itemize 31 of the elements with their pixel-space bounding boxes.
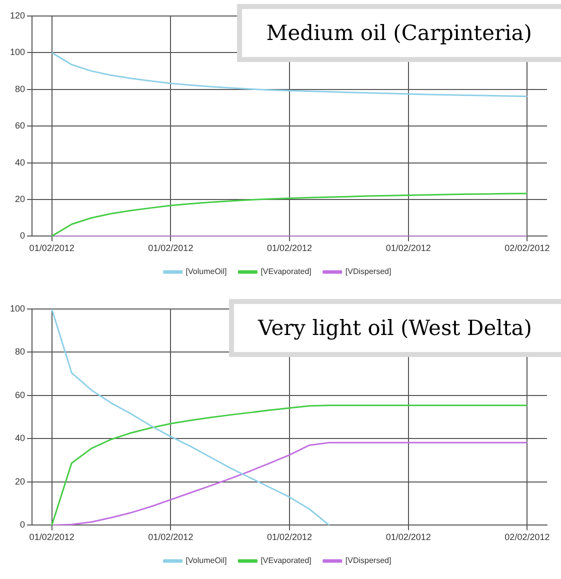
x-tick-label: 01/02/2012 xyxy=(148,243,194,254)
x-tick-label: 01/02/2012 xyxy=(29,243,74,254)
x-tick-label: 02/02/2012 xyxy=(504,243,550,254)
y-tick-label: 40 xyxy=(15,157,26,168)
x-tick-label: 01/02/2012 xyxy=(29,532,74,542)
y-tick-label: 80 xyxy=(15,346,26,357)
y-tick-label: 20 xyxy=(15,476,26,486)
y-tick-label: 20 xyxy=(15,194,26,204)
y-tick-label: 100 xyxy=(10,303,26,314)
legend-label: [VEvaporated] xyxy=(260,267,312,276)
y-tick-label: 0 xyxy=(20,520,26,530)
x-tick-label: 01/02/2012 xyxy=(386,532,431,542)
chart-title: Very light oil (West Delta) xyxy=(228,299,561,357)
y-tick-label: 120 xyxy=(10,10,26,20)
legend-label: [VDispersed] xyxy=(345,267,392,276)
y-tick-label: 60 xyxy=(15,390,26,400)
x-tick-label: 01/02/2012 xyxy=(148,532,194,542)
y-tick-label: 40 xyxy=(15,433,26,444)
legend-label: [VolumeOil] xyxy=(186,267,227,276)
chart-title: Medium oil (Carpinteria) xyxy=(237,4,561,62)
x-tick-label: 01/02/2012 xyxy=(266,243,312,254)
x-tick-label: 01/02/2012 xyxy=(386,243,431,254)
y-tick-label: 100 xyxy=(10,47,26,58)
y-tick-label: 60 xyxy=(15,120,26,131)
y-tick-label: 80 xyxy=(15,84,26,94)
x-tick-label: 01/02/2012 xyxy=(266,532,312,542)
legend-label: [VolumeOil] xyxy=(186,556,227,566)
x-tick-label: 02/02/2012 xyxy=(504,532,550,542)
legend-label: [VEvaporated] xyxy=(260,556,312,566)
legend-label: [VDispersed] xyxy=(345,556,392,566)
y-tick-label: 0 xyxy=(20,230,26,241)
